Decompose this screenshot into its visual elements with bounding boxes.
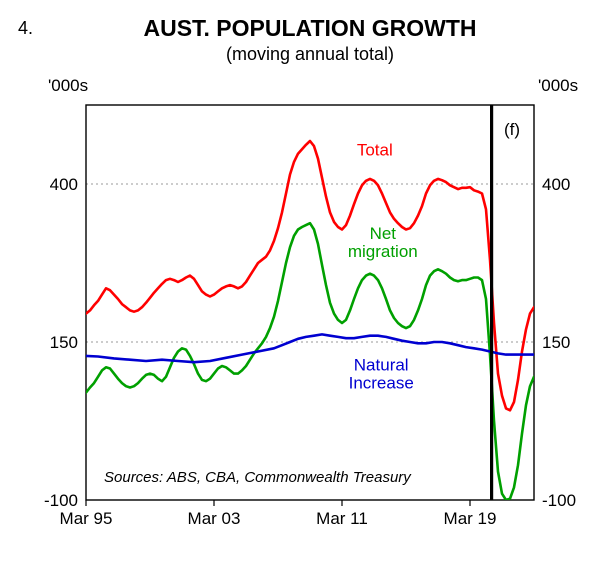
- ytick-right: -100: [542, 491, 576, 510]
- source-text: Sources: ABS, CBA, Commonwealth Treasury: [104, 469, 412, 486]
- xtick-label: Mar 11: [316, 509, 368, 528]
- xtick-label: Mar 95: [60, 509, 113, 528]
- label-net-migration: migration: [348, 242, 418, 261]
- y-unit-left: '000s: [48, 76, 88, 95]
- xtick-label: Mar 03: [188, 509, 241, 528]
- ytick-right: 150: [542, 333, 570, 352]
- ytick-left: -100: [44, 491, 78, 510]
- label-natural-increase: Increase: [349, 373, 414, 392]
- y-unit-right: '000s: [538, 76, 578, 95]
- ytick-left: 150: [50, 333, 78, 352]
- label-total: Total: [357, 141, 393, 160]
- chart-title: AUST. POPULATION GROWTH: [143, 15, 476, 41]
- label-natural-increase: Natural: [354, 355, 409, 374]
- forecast-marker: (f): [504, 120, 520, 139]
- population-growth-chart: 4. AUST. POPULATION GROWTH (moving annual …: [0, 0, 613, 562]
- ytick-left: 400: [50, 175, 78, 194]
- xtick-label: Mar 19: [444, 509, 497, 528]
- figure-number: 4.: [18, 18, 33, 38]
- label-net-migration: Net: [370, 224, 397, 243]
- chart-subtitle: (moving annual total): [226, 44, 394, 64]
- ytick-right: 400: [542, 175, 570, 194]
